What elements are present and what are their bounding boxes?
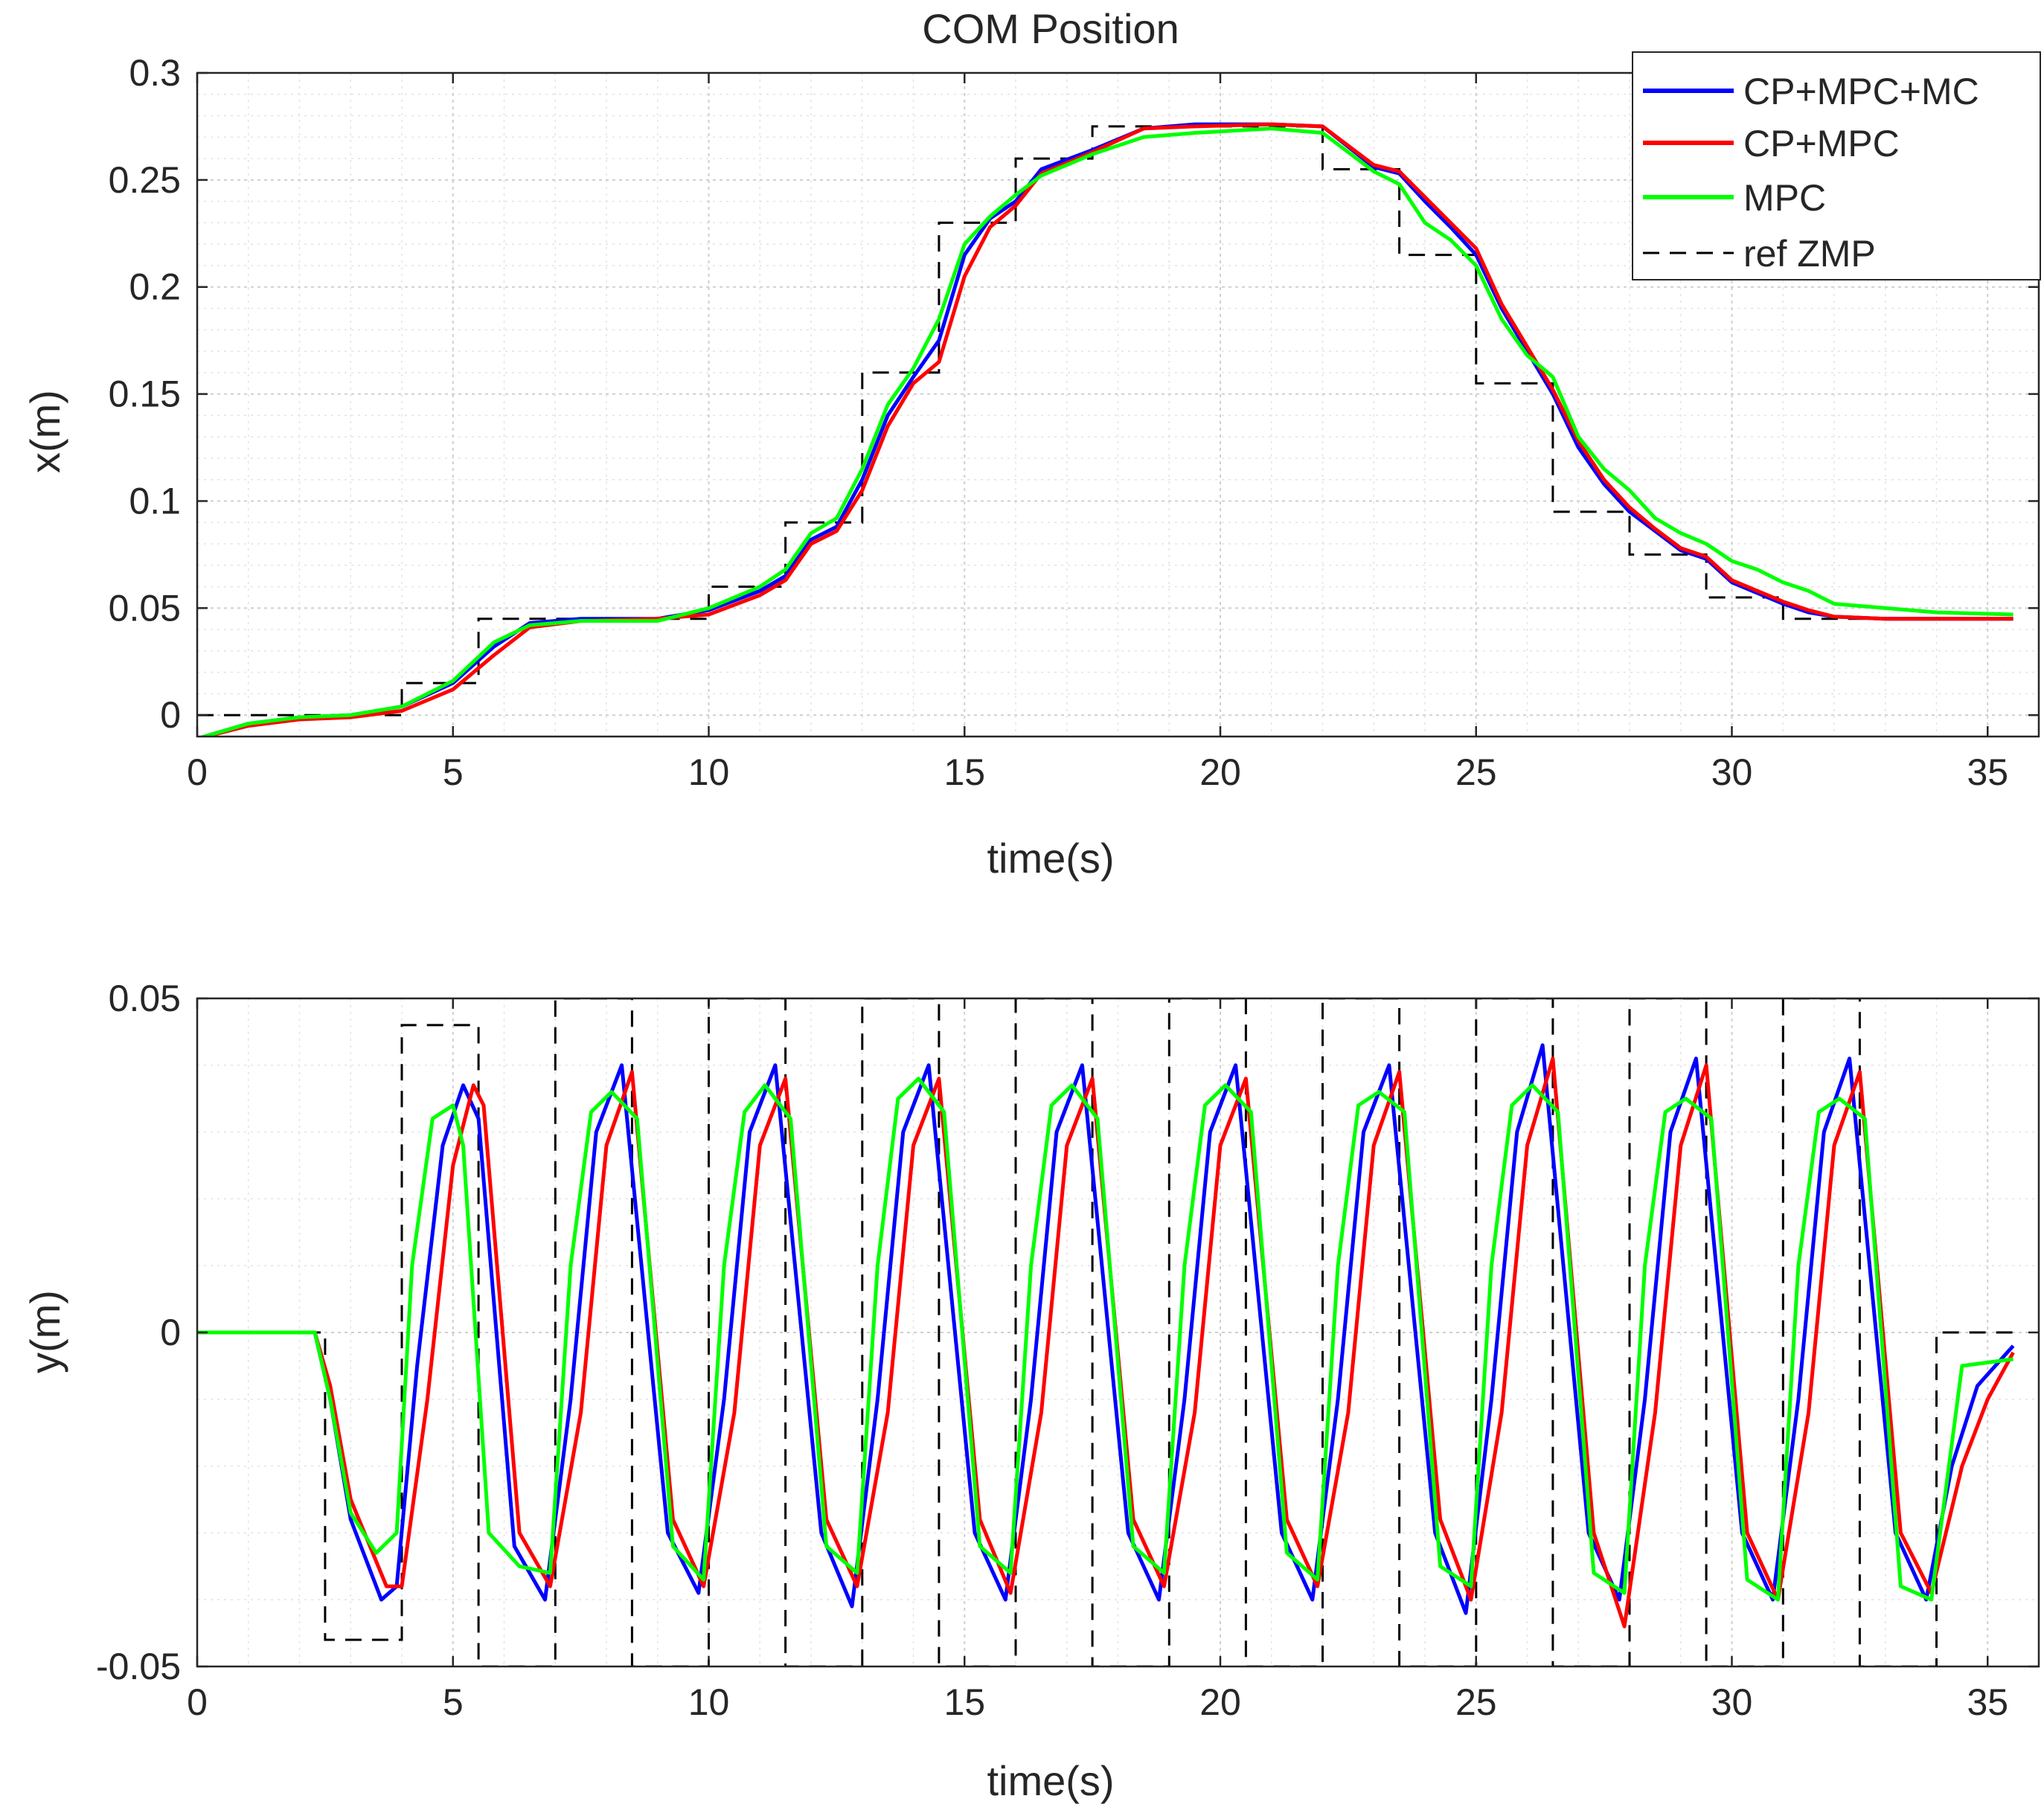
y-tick-label: 0.25 [109,159,181,201]
y-axis-label: y(m) [22,1290,68,1373]
x-tick-label: 25 [1455,751,1497,793]
series-cp-mpc-mc [197,1043,2015,1615]
x-tick-label: 20 [1199,751,1241,793]
x-tick-label: 10 [688,1681,730,1723]
x-tick-label: 35 [1967,751,2008,793]
legend: CP+MPC+MC CP+MPC MPC ref ZMP [1632,51,2041,280]
y-tick-label: 0.3 [129,52,181,94]
y-tick-label: 0.15 [109,373,181,415]
series-layer [197,122,2013,737]
x-tick-label: 10 [688,751,730,793]
x-tick-label: 0 [187,1681,208,1723]
series-ref-zmp [197,125,2013,716]
x-tick-label: 20 [1199,1681,1241,1723]
x-tick-label: 5 [443,751,464,793]
series-layer [197,998,2015,1666]
x-tick-label: 35 [1967,1681,2008,1723]
x-axis-label: time(s) [987,1757,1114,1804]
y-tick-label: 0.1 [129,480,181,522]
axes-frame [196,71,2040,738]
x-tick-label: 0 [187,751,208,793]
legend-label-cp-mpc: CP+MPC [1743,123,1900,164]
chart-title: COM Position [922,5,1179,52]
legend-label-cp-mpc-mc: CP+MPC+MC [1743,71,1979,112]
y-tick-label: 0.2 [129,266,181,308]
y-tick-label: -0.05 [96,1646,181,1687]
x-tick-label: 30 [1711,751,1753,793]
x-tick-label: 5 [443,1681,464,1723]
series-mpc [197,1077,2013,1602]
y-axis-label: x(m) [22,390,68,473]
y-tick-label: 0 [160,694,181,736]
y-tick-label: 0.05 [109,587,181,629]
y-tick-label: 0 [160,1312,181,1353]
series-ref-zmp [197,998,2013,1666]
x-tick-label: 15 [943,751,985,793]
legend-label-ref-zmp: ref ZMP [1743,233,1876,275]
x-axis-label: time(s) [987,835,1114,882]
y-tick-label: 0.05 [109,978,181,1019]
x-tick-label: 30 [1711,1681,1753,1723]
legend-label-mpc: MPC [1743,177,1826,219]
x-tick-label: 25 [1455,1681,1497,1723]
x-tick-label: 15 [943,1681,985,1723]
series-mpc [198,126,2013,737]
